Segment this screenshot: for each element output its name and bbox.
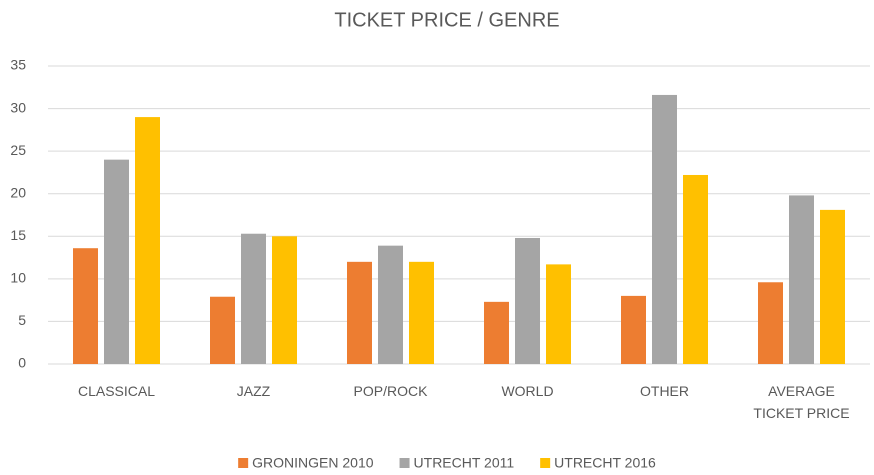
- bar: [241, 233, 266, 364]
- bar: [758, 282, 783, 364]
- legend-swatch: [399, 458, 410, 468]
- bar: [820, 209, 845, 364]
- x-tick-label: POP/ROCK: [353, 383, 428, 399]
- x-tick-label: CLASSICAL: [77, 383, 156, 399]
- legend-swatch: [540, 458, 551, 468]
- bar: [546, 264, 571, 364]
- x-tick-label: JAZZ: [236, 383, 271, 399]
- legend-label: GRONINGEN 2010: [252, 455, 374, 471]
- y-tick-label: 20: [10, 184, 26, 200]
- x-tick-label: AVERAGE TICKET PRICE: [753, 383, 850, 421]
- bar: [789, 195, 814, 364]
- y-tick-label: 0: [18, 355, 26, 371]
- x-tick-label: OTHER: [640, 383, 689, 399]
- y-tick-label: 30: [10, 99, 26, 115]
- bar: [272, 236, 297, 364]
- bar: [210, 296, 235, 364]
- x-tick-label: WORLD: [501, 383, 554, 399]
- legend-swatch: [238, 458, 249, 468]
- bar: [621, 295, 646, 364]
- y-tick-label: 15: [10, 227, 26, 243]
- y-tick-label: 35: [10, 57, 26, 73]
- legend-label: UTRECHT 2011: [414, 455, 515, 471]
- bar: [652, 94, 677, 364]
- bar: [135, 117, 160, 364]
- bar: [683, 174, 708, 364]
- bar: [73, 248, 98, 364]
- y-tick-label: 5: [18, 312, 26, 328]
- legend-label: UTRECHT 2016: [554, 455, 656, 471]
- bar: [409, 261, 434, 364]
- chart-title: TICKET PRICE / GENRE: [334, 9, 559, 31]
- y-tick-label: 25: [10, 142, 26, 158]
- bar: [378, 245, 403, 364]
- bar: [104, 159, 129, 364]
- bar: [347, 261, 372, 364]
- y-tick-label: 10: [10, 270, 26, 286]
- bar: [484, 301, 509, 364]
- bar: [515, 237, 540, 364]
